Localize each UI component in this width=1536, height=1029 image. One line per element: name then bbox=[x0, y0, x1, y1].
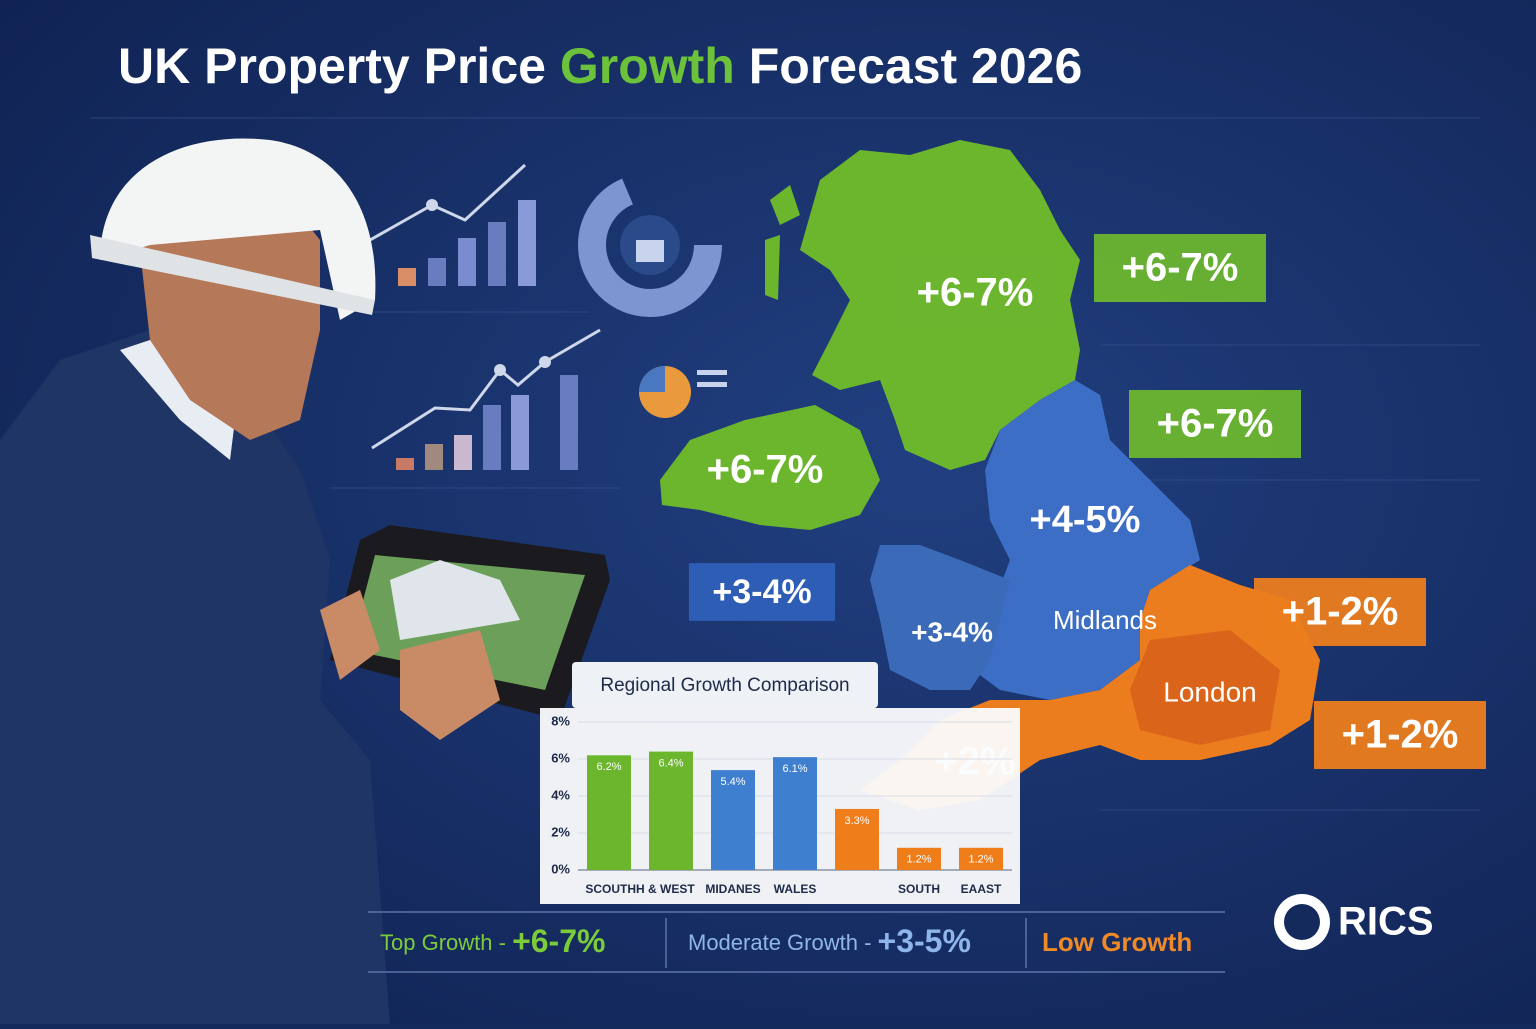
value-label: 1.2% bbox=[968, 854, 993, 866]
x-tick-label: SCOUTHH & WEST bbox=[585, 882, 695, 896]
legend-value: +3-5% bbox=[878, 923, 971, 959]
x-tick-label: SOUTH bbox=[898, 882, 940, 896]
bar bbox=[587, 755, 631, 870]
legend-label: Low Growth bbox=[1042, 927, 1192, 957]
bar bbox=[835, 808, 879, 870]
label-box bbox=[889, 259, 1061, 327]
value-label: 5.4% bbox=[720, 776, 745, 788]
growth-label: +1-2% bbox=[1282, 590, 1399, 634]
title-text: UK Property Price bbox=[118, 38, 546, 94]
growth-label: +6-7% bbox=[917, 271, 1034, 315]
value-label: 1.2% bbox=[906, 854, 931, 866]
growth-label: +6-7% bbox=[707, 448, 824, 492]
growth-label: +6-7% bbox=[1157, 402, 1274, 446]
title: UK Property Price Growth Forecast 2026 bbox=[118, 38, 1082, 94]
growth-label: +1-2% bbox=[1342, 713, 1459, 757]
legend-item: Top Growth - +6-7% bbox=[380, 923, 605, 959]
bar bbox=[711, 770, 755, 870]
x-tick-label: EAAST bbox=[961, 882, 1002, 896]
value-label: 3.3% bbox=[844, 815, 869, 827]
legend-label: Top Growth - bbox=[380, 930, 506, 955]
y-tick-label: 4% bbox=[551, 787, 570, 802]
bar bbox=[897, 847, 941, 870]
value-label: 6.4% bbox=[658, 758, 683, 770]
background-lines bbox=[90, 117, 1480, 811]
chart-title: Regional Growth Comparison bbox=[600, 675, 849, 696]
growth-label: +3-4% bbox=[911, 616, 993, 647]
legend-value: +6-7% bbox=[512, 923, 605, 959]
region-name: Midlands bbox=[1053, 605, 1157, 635]
y-tick-label: 2% bbox=[551, 824, 570, 839]
bar bbox=[959, 847, 1003, 870]
map-labels: +6-7% +6-7% +6-7% +6-7% +4-5% +3-4% +3-4% +1-2%… bbox=[688, 234, 1486, 784]
label-box bbox=[1094, 234, 1266, 302]
bar bbox=[773, 757, 817, 870]
value-label: 6.1% bbox=[782, 763, 807, 775]
legend-item: Moderate Growth - +3-5% bbox=[688, 923, 971, 959]
uk-map bbox=[660, 140, 1320, 810]
y-tick-label: 0% bbox=[551, 861, 570, 876]
x-tick-label: WALES bbox=[774, 882, 817, 896]
value-label: 6.2% bbox=[596, 761, 621, 773]
region-name: London bbox=[1163, 676, 1256, 707]
growth-label: +4-5% bbox=[1030, 499, 1141, 541]
bar-chart: Regional Growth Comparison 0% 2% 4% 6% 8% SCO… bbox=[540, 662, 1020, 904]
legend: Top Growth - +6-7% Moderate Growth - +3-… bbox=[368, 911, 1225, 973]
legend-label: Moderate Growth - bbox=[688, 930, 871, 955]
bar bbox=[649, 751, 693, 870]
y-tick-label: 8% bbox=[551, 713, 570, 728]
label-box bbox=[1129, 390, 1301, 458]
title-highlight: Growth bbox=[560, 38, 735, 94]
growth-label: +6-7% bbox=[1122, 246, 1239, 290]
brand-name: RICS bbox=[1338, 900, 1434, 944]
decor-charts bbox=[369, 163, 727, 470]
person-illustration bbox=[0, 138, 610, 1024]
x-tick-label: MIDANES bbox=[705, 882, 760, 896]
growth-label: +3-4% bbox=[712, 573, 811, 611]
chart-title-box bbox=[572, 662, 878, 708]
y-tick-label: 6% bbox=[551, 750, 570, 765]
label-box bbox=[1314, 701, 1486, 769]
label-box bbox=[1254, 578, 1426, 646]
brand-logo: RICS bbox=[1274, 894, 1434, 950]
title-text: Forecast 2026 bbox=[749, 38, 1083, 94]
label-box bbox=[688, 563, 836, 621]
